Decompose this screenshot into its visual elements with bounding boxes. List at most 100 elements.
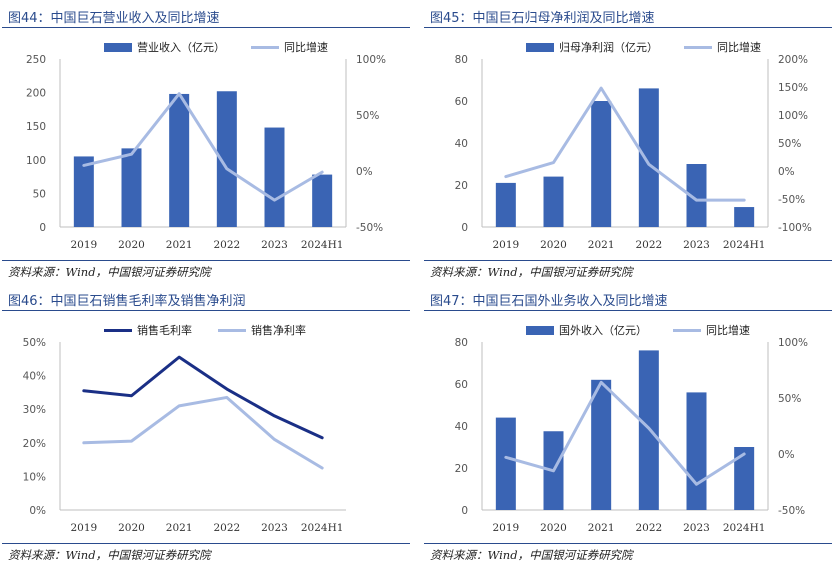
y2-tick-label: 0% — [356, 166, 373, 178]
bar — [543, 176, 564, 227]
y2-tick-label: 150% — [778, 82, 808, 94]
x-tick-label: 2024H1 — [301, 522, 344, 534]
y-tick-label: 60 — [455, 379, 468, 391]
title-divider — [424, 27, 832, 28]
bar — [686, 164, 707, 227]
legend-label: 归母净利润（亿元） — [559, 40, 658, 54]
bar — [591, 379, 612, 510]
x-tick-label: 2022 — [213, 522, 240, 534]
series-line — [82, 92, 324, 202]
x-tick-label: 2020 — [540, 522, 567, 534]
x-tick-label: 2020 — [540, 239, 567, 251]
x-tick-label: 2022 — [635, 239, 662, 251]
x-tick-label: 2023 — [261, 522, 288, 534]
chart-panel-45: 图45：中国巨石归母净利润及同比增速 0 20 40 60 80 -100% -50% 0% 5… — [424, 0, 834, 283]
chart-panel-47: 图47：中国巨石国外业务收入及同比增速 0 20 40 60 80 -50% 0% 50% 10… — [424, 283, 834, 566]
margin-chart: 0% 10% 20% 30% 40% 50% 2019 2020 2021 2022 2023 202… — [23, 323, 346, 534]
bar — [216, 91, 237, 227]
y2-tick-label: 100% — [778, 337, 808, 349]
chart-title: 图44：中国巨石营业收入及同比增速 — [8, 11, 220, 26]
y2-tick-label: 50% — [356, 110, 379, 122]
source-divider — [424, 543, 832, 544]
y2-tick-label: 50% — [778, 138, 801, 150]
y2-tick-label: 100% — [356, 54, 386, 66]
y-tick-label: 100 — [26, 155, 46, 167]
bar — [495, 417, 516, 510]
y-tick-label: 50 — [33, 188, 46, 200]
x-tick-label: 2021 — [588, 522, 615, 534]
bar — [73, 156, 94, 227]
y-tick-label: 40 — [455, 421, 468, 433]
legend-label: 销售净利率 — [251, 323, 306, 337]
y-tick-label: 30% — [23, 404, 46, 416]
x-tick-label: 2019 — [492, 239, 519, 251]
source-divider — [2, 543, 410, 544]
bar — [734, 447, 755, 510]
chart-title: 图46：中国巨石销售毛利率及销售净利润 — [8, 294, 246, 309]
x-tick-label: 2024H1 — [723, 239, 766, 251]
y-tick-label: 200 — [26, 88, 46, 100]
x-tick-label: 2024H1 — [723, 522, 766, 534]
x-tick-label: 2020 — [118, 239, 145, 251]
x-tick-label: 2019 — [70, 239, 97, 251]
legend-swatch — [104, 43, 132, 52]
x-tick-label: 2022 — [213, 239, 240, 251]
y2-tick-label: -100% — [778, 222, 812, 234]
y-tick-label: 40% — [23, 371, 46, 383]
x-tick-label: 2019 — [492, 522, 519, 534]
bar — [686, 392, 707, 510]
bar — [495, 182, 516, 227]
y-tick-label: 0 — [461, 505, 468, 517]
x-tick-label: 2023 — [261, 239, 288, 251]
legend-swatch — [526, 43, 554, 52]
bar — [169, 93, 190, 227]
bar — [312, 174, 333, 227]
y2-tick-label: 200% — [778, 54, 808, 66]
source-note: 资料来源：Wind，中国银河证券研究院 — [430, 548, 633, 562]
net-profit-chart: 0 20 40 60 80 -100% -50% 0% 50% 100% 150% 200% 2019 2… — [455, 40, 812, 251]
y-tick-label: 10% — [23, 471, 46, 483]
bar — [264, 127, 285, 227]
title-divider — [424, 310, 832, 311]
y-tick-label: 0 — [39, 222, 46, 234]
source-note: 资料来源：Wind，中国银河证券研究院 — [8, 548, 211, 562]
x-tick-label: 2019 — [70, 522, 97, 534]
y-tick-label: 20 — [455, 463, 468, 475]
y-tick-label: 20% — [23, 438, 46, 450]
y2-tick-label: 0% — [778, 166, 795, 178]
x-tick-label: 2021 — [166, 522, 193, 534]
source-divider — [424, 260, 832, 261]
y-tick-label: 80 — [455, 337, 468, 349]
legend-label: 同比增速 — [284, 40, 328, 54]
legend-label: 国外收入（亿元） — [559, 323, 647, 337]
series-line — [504, 86, 746, 202]
source-note: 资料来源：Wind，中国银河证券研究院 — [8, 265, 211, 279]
y-tick-label: 40 — [455, 138, 468, 150]
y2-tick-label: 100% — [778, 110, 808, 122]
chart-panel-46: 图46：中国巨石销售毛利率及销售净利润 0% 10% 20% 30% 40% 50% 201… — [2, 283, 412, 566]
x-tick-label: 2021 — [166, 239, 193, 251]
bar — [734, 207, 755, 227]
title-divider — [2, 27, 410, 28]
chart-title: 图45：中国巨石归母净利润及同比增速 — [430, 11, 655, 26]
y-tick-label: 50% — [23, 337, 46, 349]
series-line — [82, 355, 324, 440]
title-divider — [2, 310, 410, 311]
legend-swatch — [526, 326, 554, 335]
x-tick-label: 2024H1 — [301, 239, 344, 251]
y-tick-label: 80 — [455, 54, 468, 66]
y-tick-label: 250 — [26, 54, 46, 66]
y2-tick-label: -50% — [778, 505, 805, 517]
y-tick-label: 0% — [29, 505, 46, 517]
overseas-revenue-chart: 0 20 40 60 80 -50% 0% 50% 100% 2019 2020 2021 2022 20… — [455, 323, 808, 534]
y2-tick-label: -50% — [356, 222, 383, 234]
legend-label: 同比增速 — [706, 323, 750, 337]
x-tick-label: 2021 — [588, 239, 615, 251]
revenue-chart: 0 50 100 150 200 250 -50% 0% 50% 100% 2019 2020 2021… — [26, 40, 386, 251]
y2-tick-label: 50% — [778, 393, 801, 405]
x-tick-label: 2022 — [635, 522, 662, 534]
y-tick-label: 0 — [461, 222, 468, 234]
x-tick-label: 2023 — [683, 522, 710, 534]
chart-title: 图47：中国巨石国外业务收入及同比增速 — [430, 294, 668, 309]
legend-label: 销售毛利率 — [137, 323, 192, 337]
